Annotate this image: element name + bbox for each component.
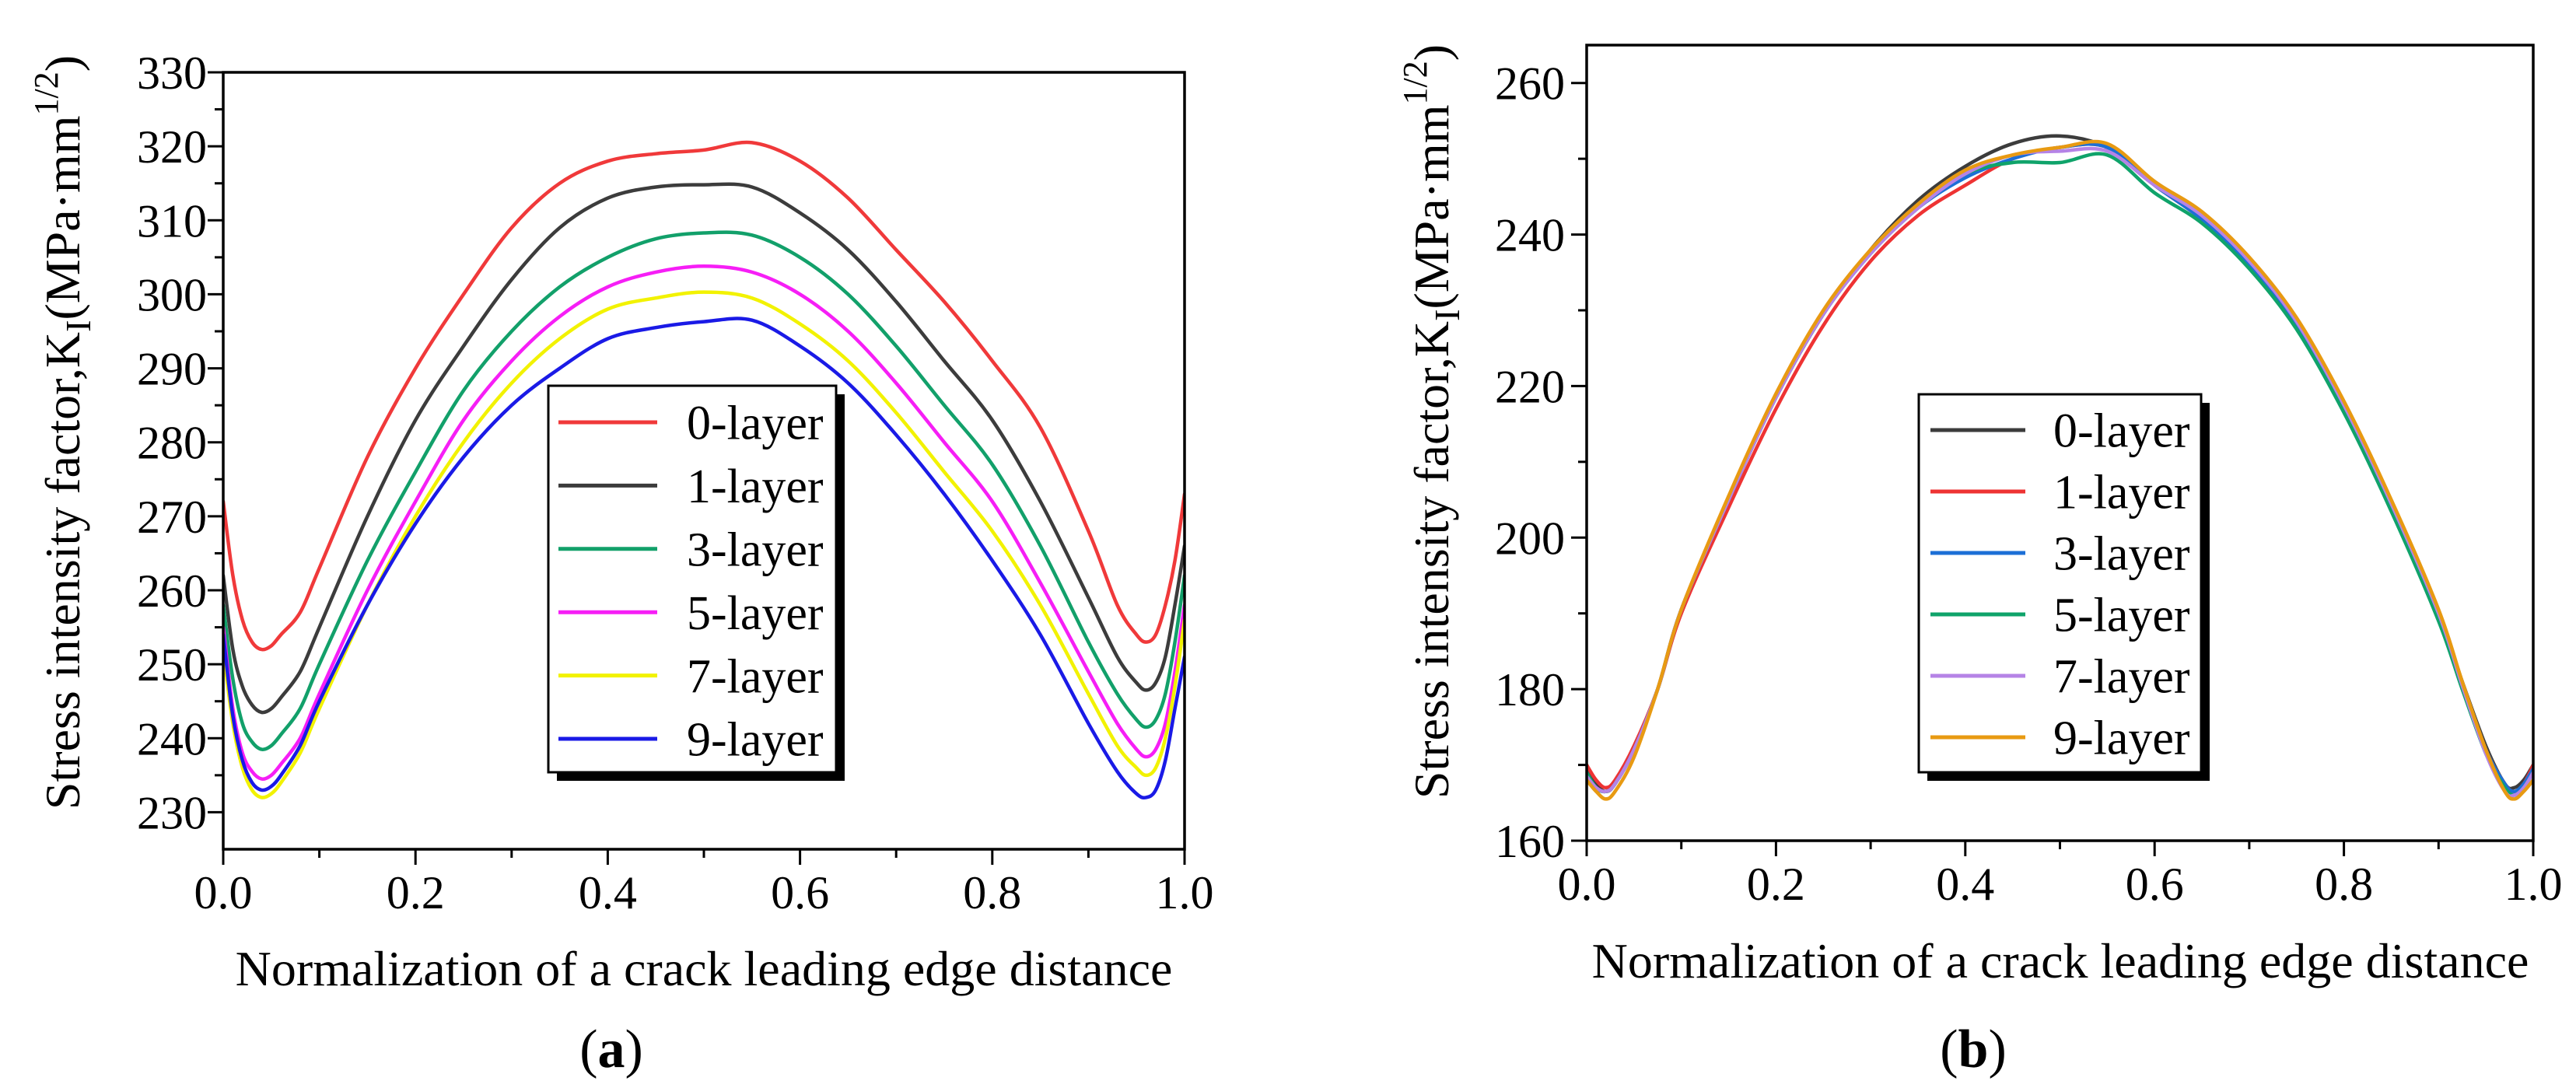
x-tick-label: 0.8	[963, 867, 1021, 918]
y-tick-label: 240	[1495, 210, 1565, 261]
legend-label: 7-layer	[2053, 651, 2190, 704]
panel-caption-open: (	[1940, 1020, 1958, 1079]
series-line-1-layer	[223, 182, 1185, 715]
panel-caption-close: )	[625, 1020, 643, 1079]
y-tick-label: 260	[137, 565, 207, 617]
y-axis-label-unit: (MPa·mm	[1404, 104, 1459, 309]
x-tick-label: 0.8	[2315, 859, 2373, 910]
y-axis-label-unit: (MPa·mm	[35, 115, 90, 320]
legend-label: 3-layer	[2053, 528, 2190, 581]
plot-curves	[1587, 134, 2533, 801]
y-tick-label: 330	[137, 47, 207, 99]
y-tick-label: 160	[1495, 816, 1565, 867]
legend-label: 0-layer	[687, 397, 824, 450]
x-axis-label: Normalization of a crack leading edge di…	[1592, 933, 2529, 988]
panel-caption: (b)	[1940, 1020, 2007, 1079]
y-tick-label: 310	[137, 195, 207, 247]
y-tick-label: 260	[1495, 58, 1565, 110]
legend-box	[1917, 393, 2203, 774]
y-axis-label-close: )	[1404, 44, 1459, 61]
y-axis-label-main: Stress intensity factor,K	[35, 332, 90, 810]
y-tick-label: 240	[137, 713, 207, 764]
x-tick-label: 0.4	[1936, 859, 1994, 910]
y-axis-label-close: )	[35, 55, 90, 72]
legend-label: 3-layer	[687, 524, 824, 577]
x-tick-label: 0.2	[387, 867, 445, 918]
y-tick-label: 290	[137, 344, 207, 395]
series-line-7-layer	[223, 290, 1185, 799]
x-tick-label: 1.0	[2504, 859, 2563, 910]
legend-label: 1-layer	[687, 460, 824, 513]
x-tick-label: 0.0	[1558, 859, 1616, 910]
x-tick-label: 0.0	[194, 867, 253, 918]
series-line-5-layer	[223, 264, 1185, 781]
y-tick-label: 200	[1495, 513, 1565, 564]
y-tick-label: 180	[1495, 664, 1565, 715]
chart-panel-a: 0.0 0.2 0.4 0.6 0.8 1.0 230 240 250 260 270 280 290 3…	[27, 47, 1214, 1079]
panel-caption-letter: b	[1958, 1020, 1989, 1079]
y-axis-label: Stress intensity factor,KI(MPa·mm1/2)	[27, 55, 98, 810]
series-line-9-layer	[1587, 139, 2533, 801]
legend-label: 1-layer	[2053, 467, 2190, 520]
x-tick-label: 0.6	[2126, 859, 2184, 910]
axis-ticks: 0.0 0.2 0.4 0.6 0.8 1.0 160 180 200 220 240 260	[1495, 58, 2563, 910]
y-tick-label: 220	[1495, 361, 1565, 412]
y-tick-label: 270	[137, 492, 207, 543]
legend-label: 9-layer	[2053, 712, 2190, 765]
legend: 0-layer 1-layer 3-layer 5-layer 7-layer 9-lay…	[547, 384, 845, 781]
x-axis-label: Normalization of a crack leading edge di…	[236, 941, 1173, 996]
y-axis-label-subscript: I	[1427, 310, 1467, 321]
y-tick-label: 300	[137, 269, 207, 320]
legend-label: 5-layer	[687, 587, 824, 640]
x-tick-label: 0.2	[1747, 859, 1805, 910]
chart-panel-b: 0.0 0.2 0.4 0.6 0.8 1.0 160 180 200 220 240 260 0-l…	[1396, 44, 2563, 1079]
legend-label: 0-layer	[2053, 405, 2190, 458]
y-axis-label-superscript: 1/2	[27, 72, 65, 115]
y-axis-label-superscript: 1/2	[1396, 61, 1434, 104]
y-axis-label: Stress intensity factor,KI(MPa·mm1/2)	[1396, 44, 1467, 799]
y-tick-label: 250	[137, 639, 207, 691]
y-tick-label: 280	[137, 418, 207, 469]
plot-curves	[223, 140, 1185, 800]
y-axis-label-subscript: I	[58, 320, 98, 332]
panel-caption: (a)	[579, 1020, 643, 1079]
legend-label: 9-layer	[687, 714, 824, 767]
x-tick-label: 0.6	[771, 867, 829, 918]
series-line-9-layer	[223, 317, 1185, 800]
legend-label: 7-layer	[687, 650, 824, 703]
series-line-0-layer	[223, 140, 1185, 652]
panel-caption-open: (	[579, 1020, 597, 1079]
y-tick-label: 230	[137, 787, 207, 838]
panel-caption-close: )	[1988, 1020, 2006, 1079]
legend: 0-layer 1-layer 3-layer 5-layer 7-layer 9-lay…	[1917, 393, 2210, 781]
panel-caption-letter: a	[598, 1020, 625, 1079]
x-tick-label: 1.0	[1156, 867, 1214, 918]
x-tick-label: 0.4	[579, 867, 637, 918]
y-axis-label-main: Stress intensity factor,K	[1404, 321, 1459, 799]
y-tick-label: 320	[137, 121, 207, 173]
axis-ticks: 0.0 0.2 0.4 0.6 0.8 1.0 230 240 250 260 270 280 290 3…	[137, 47, 1214, 918]
legend-label: 5-layer	[2053, 589, 2190, 642]
legend-box	[547, 384, 838, 774]
series-line-3-layer	[223, 230, 1185, 751]
